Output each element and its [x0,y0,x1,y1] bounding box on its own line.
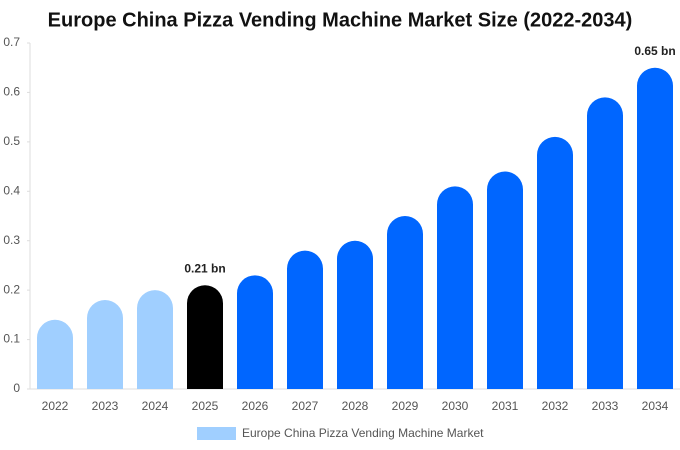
bar [287,250,323,389]
y-tick-label: 0.7 [3,35,20,49]
x-tick-label: 2024 [142,399,169,413]
y-tick-label: 0 [13,381,20,395]
bar [237,275,273,389]
bar [587,97,623,389]
bar [437,186,473,389]
bar [637,67,673,389]
x-tick-label: 2030 [442,399,469,413]
legend-swatch [197,427,236,440]
value-label: 0.65 bn [634,44,675,58]
bar [137,290,173,389]
y-tick-label: 0.3 [3,233,20,247]
x-tick-label: 2023 [92,399,119,413]
bar [487,171,523,389]
x-tick-label: 2032 [542,399,569,413]
bar [337,240,373,389]
y-tick-label: 0.2 [3,282,20,296]
x-tick-label: 2034 [642,399,669,413]
y-tick-label: 0.6 [3,85,20,99]
y-tick-label: 0.1 [3,332,20,346]
x-tick-label: 2028 [342,399,369,413]
x-tick-label: 2033 [592,399,619,413]
bar [37,319,73,389]
bar [87,300,123,389]
y-tick-label: 0.5 [3,134,20,148]
x-tick-label: 2022 [42,399,69,413]
y-tick-label: 0.4 [3,183,20,197]
x-tick-label: 2027 [292,399,319,413]
x-tick-label: 2031 [492,399,519,413]
legend-label: Europe China Pizza Vending Machine Marke… [242,426,484,440]
x-tick-label: 2029 [392,399,419,413]
bar [387,216,423,389]
x-tick-label: 2026 [242,399,269,413]
chart-title: Europe China Pizza Vending Machine Marke… [48,9,633,31]
value-label: 0.21 bn [184,261,225,275]
bar [187,285,223,389]
bar [537,136,573,389]
x-tick-label: 2025 [192,399,219,413]
